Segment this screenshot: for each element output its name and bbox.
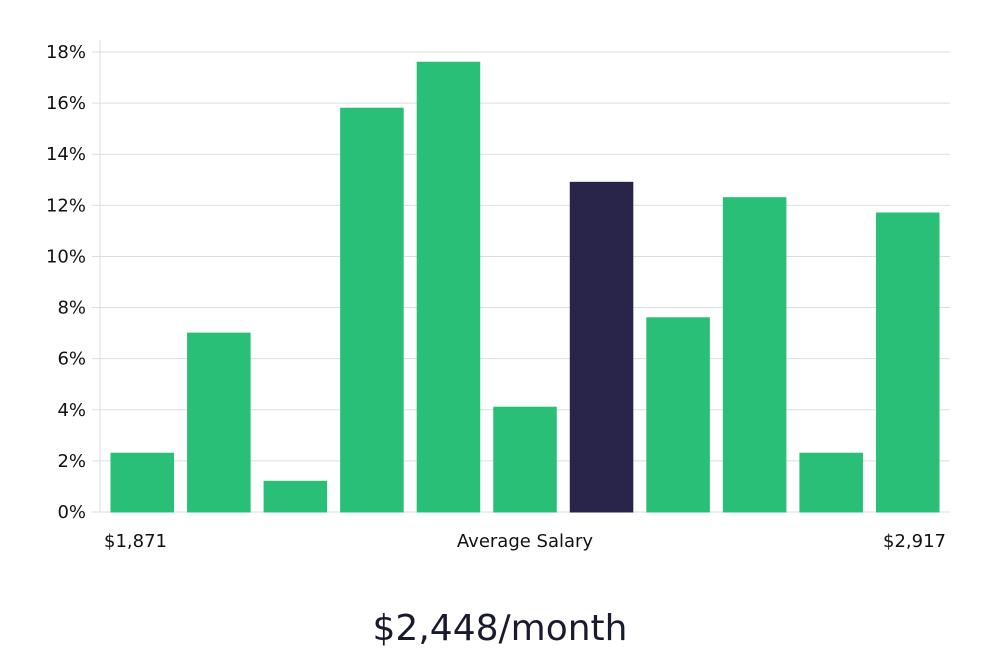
x-axis-title: Average Salary <box>457 531 594 552</box>
salary-histogram: 0% 2% 4% 6% 8% 10% 12% 14% 16% 18% $1,871 Average… <box>46 40 950 552</box>
bar <box>263 480 328 513</box>
y-tick-label: 10% <box>46 246 86 267</box>
y-tick-label: 6% <box>57 349 86 370</box>
x-min-label: $1,871 <box>104 531 167 552</box>
bar <box>493 406 557 513</box>
bar <box>722 197 787 513</box>
bar <box>875 212 940 513</box>
y-tick-label: 0% <box>57 502 86 523</box>
y-tick-label: 14% <box>46 144 86 165</box>
bar <box>110 452 175 513</box>
bars <box>110 61 940 513</box>
bar <box>416 61 481 513</box>
bar <box>187 332 251 513</box>
x-max-label: $2,917 <box>883 531 946 552</box>
y-tick-label: 12% <box>46 195 86 216</box>
bar <box>646 317 710 513</box>
bar-highlighted <box>569 181 634 513</box>
y-tick-label: 18% <box>46 42 86 63</box>
y-tick-label: 16% <box>46 93 86 114</box>
bar <box>799 452 863 513</box>
y-axis-ticks: 0% 2% 4% 6% 8% 10% 12% 14% 16% 18% <box>46 42 100 523</box>
y-tick-label: 2% <box>57 451 86 472</box>
y-tick-label: 4% <box>57 400 86 421</box>
average-salary-summary: $2,448/month <box>372 608 628 649</box>
bar <box>340 107 404 513</box>
y-tick-label: 8% <box>57 298 86 319</box>
